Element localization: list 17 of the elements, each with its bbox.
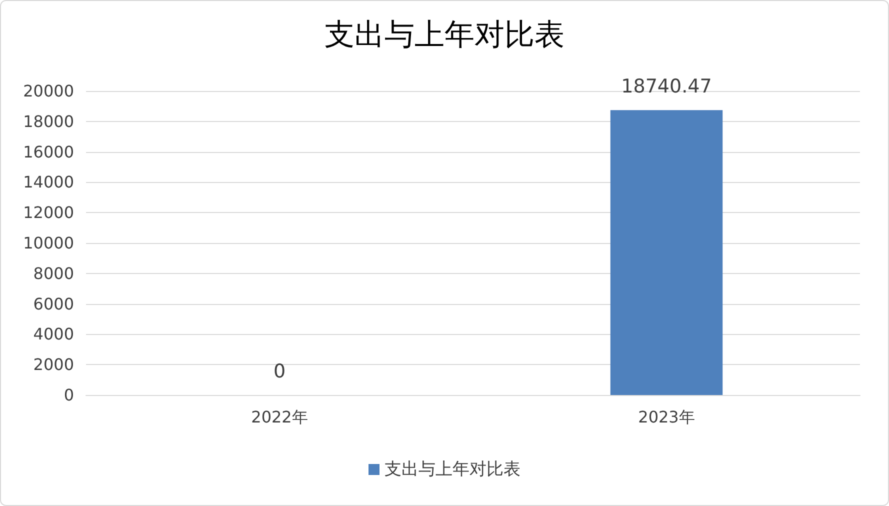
- y-tick-label: 2000: [33, 355, 74, 374]
- y-tick-label: 14000: [23, 172, 74, 192]
- data-label: 0: [273, 360, 286, 382]
- data-label: 18740.47: [621, 76, 712, 98]
- y-tick-label: 10000: [23, 234, 74, 252]
- y-tick-label: 8000: [33, 264, 74, 283]
- y-tick-label: 18000: [23, 112, 74, 131]
- y-tick-label: 16000: [23, 142, 74, 162]
- y-tick-label: 6000: [33, 294, 74, 314]
- legend-label: 支出与上年对比表: [384, 460, 520, 480]
- chart-title: 支出与上年对比表: [324, 18, 564, 52]
- y-tick-label: 12000: [23, 203, 74, 222]
- y-tick-label: 20000: [23, 82, 74, 100]
- y-tick-label: 4000: [33, 324, 74, 344]
- x-tick-label: 2023年: [638, 408, 695, 426]
- x-tick-label: 2022年: [251, 408, 308, 426]
- y-tick-label: 0: [64, 386, 74, 404]
